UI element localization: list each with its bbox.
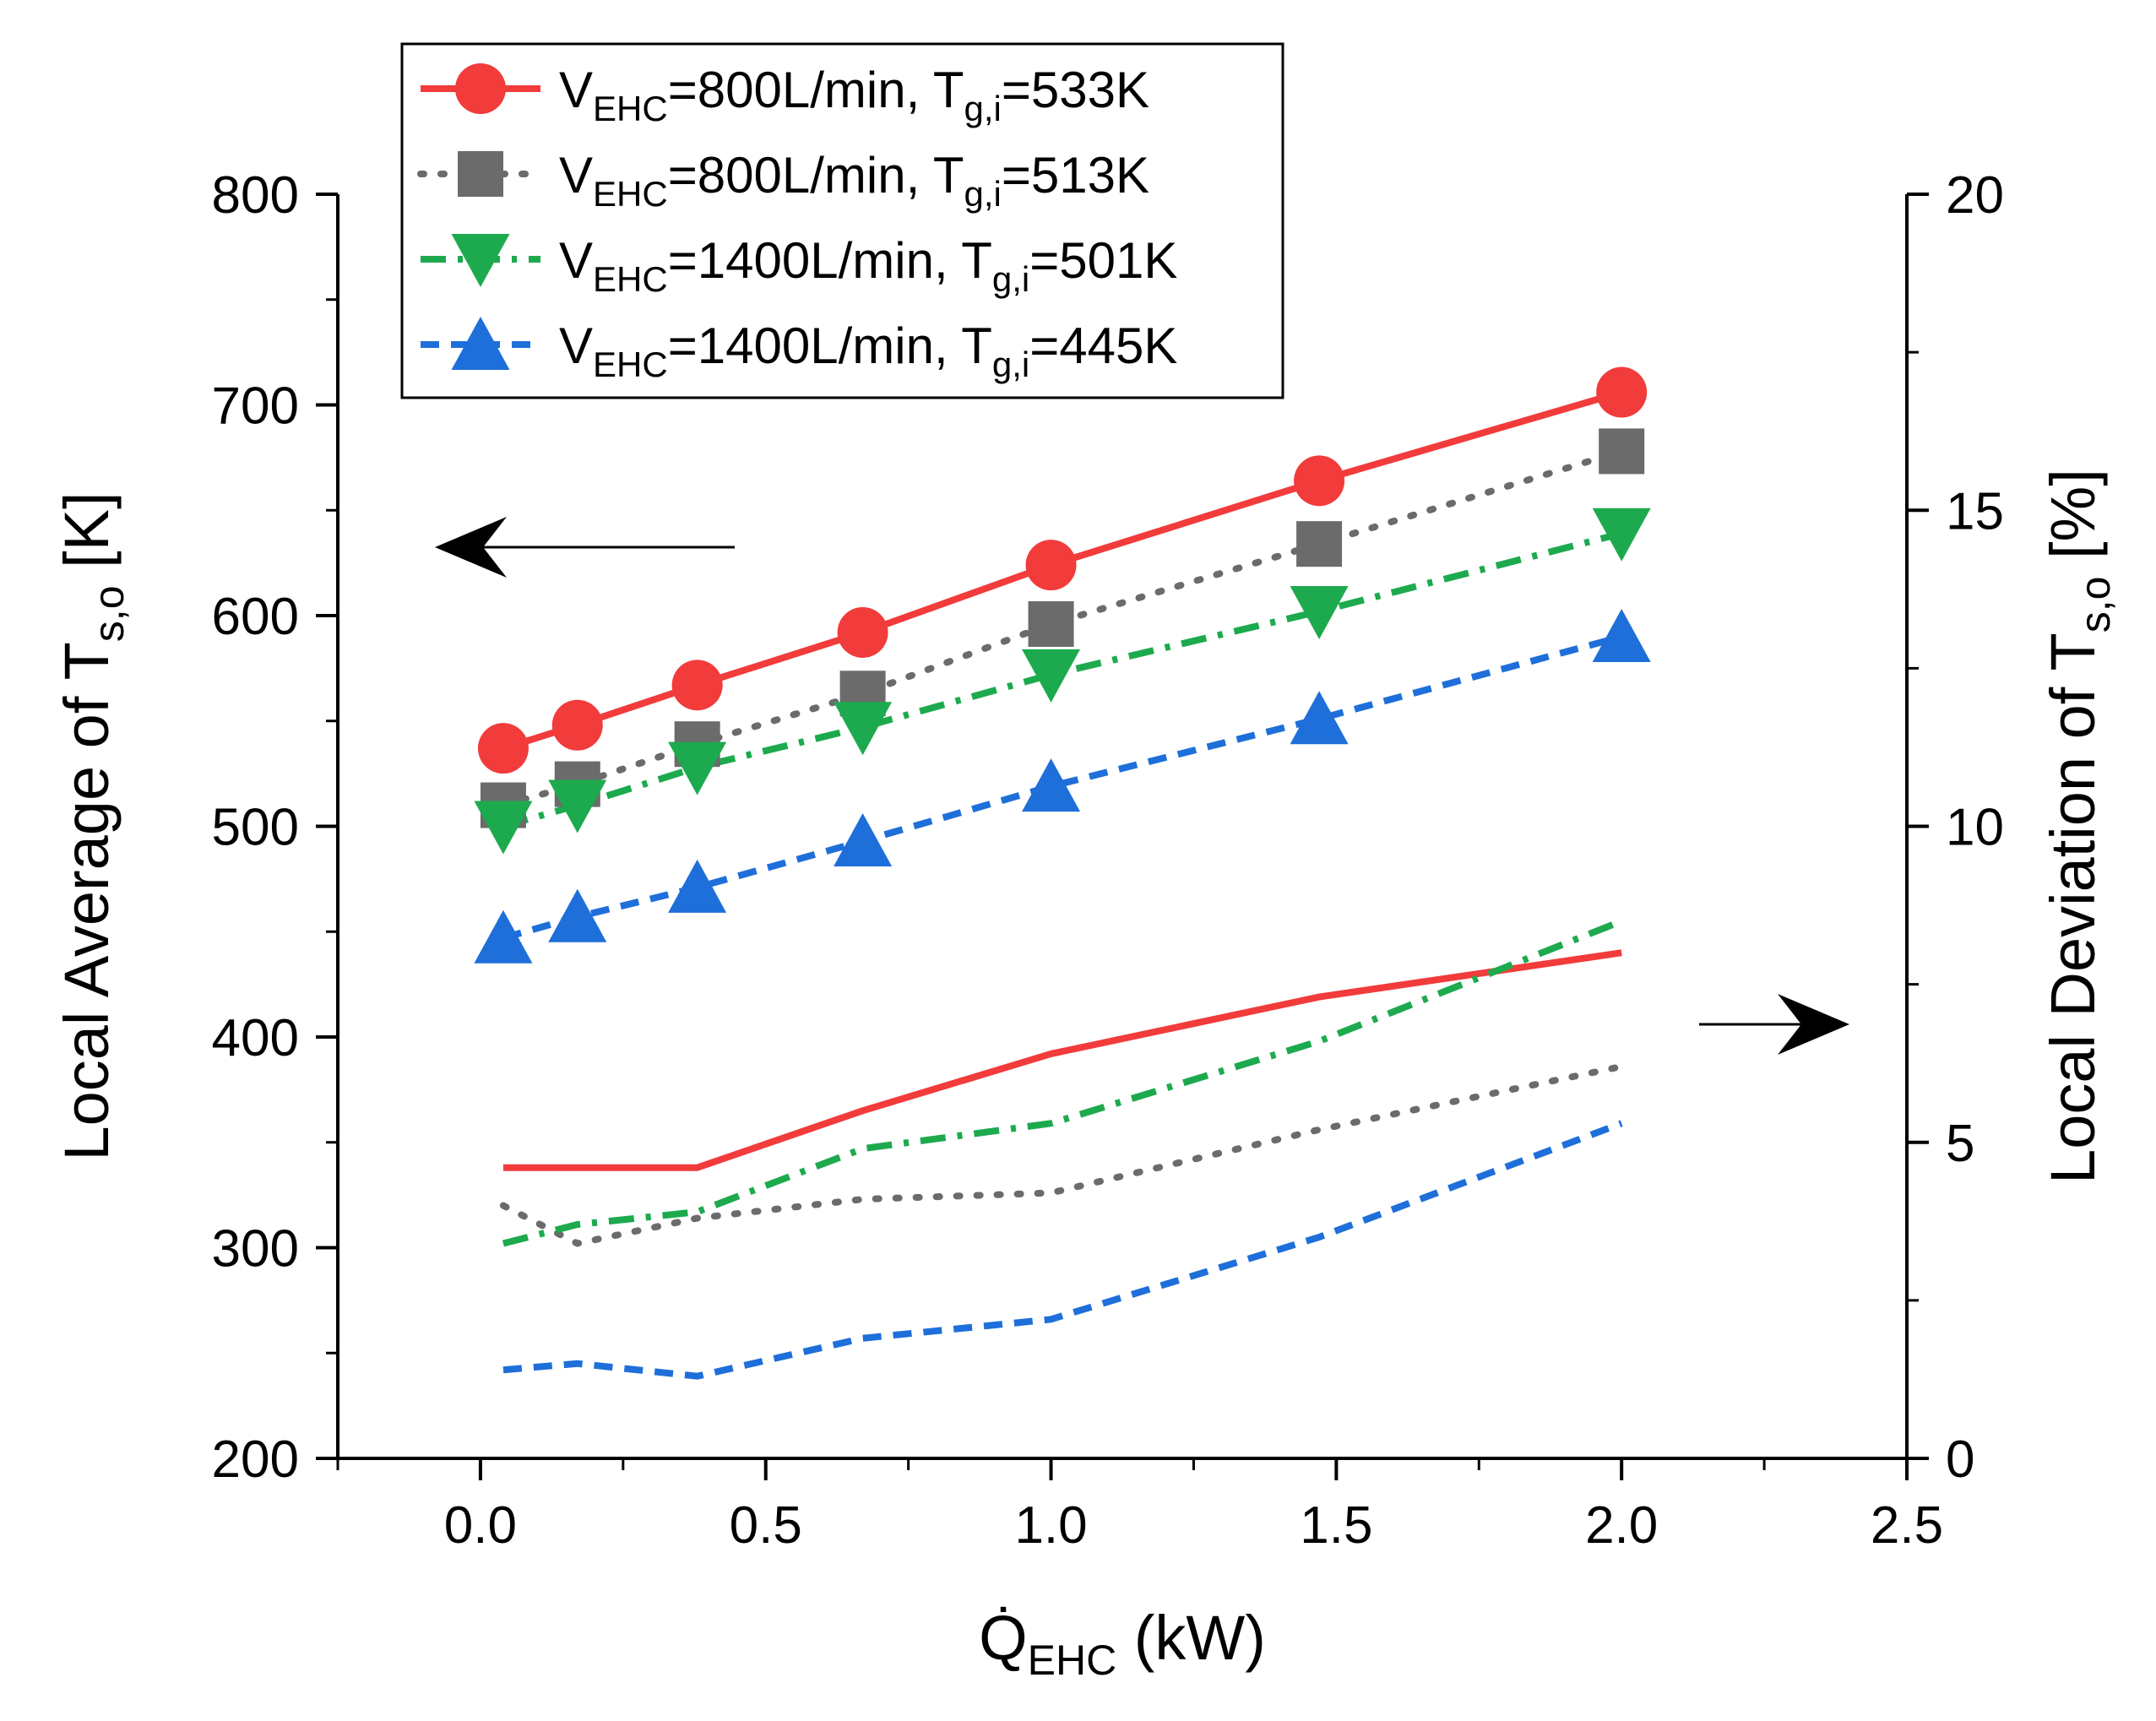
legend-label-series-1: VEHC=800L/min, Tg,i=533K (559, 62, 1149, 128)
deviation-line-series-3 (502, 918, 1623, 1247)
y-left-tick-label: 800 (212, 166, 299, 225)
average-point-series-3 (834, 702, 893, 756)
x-tick-label: 1.5 (1300, 1496, 1372, 1555)
legend-label-part: EHC (593, 259, 668, 299)
annotation-arrows (435, 517, 1849, 1055)
y-right-tick-label: 20 (1946, 166, 2004, 225)
y-right-axis-title-sub: s,o (2072, 577, 2119, 633)
legend-label-part: g,i (964, 89, 1002, 128)
y-left-axis-title: Local Average of Ts,o [K] (52, 491, 133, 1160)
legend-label-part: =533K (1002, 62, 1149, 118)
average-point-series-4 (668, 859, 727, 913)
average-point-series-2 (1028, 600, 1074, 647)
average-point-series-4 (1592, 608, 1651, 662)
y-right-tick-label: 0 (1946, 1431, 1974, 1489)
average-point-series-3 (1290, 586, 1349, 640)
deviation-line-series-1 (502, 949, 1622, 1171)
legend-label-part: =800L/min, T (668, 147, 964, 204)
average-point-series-1 (1596, 366, 1648, 418)
legend-label-part: EHC (593, 345, 668, 384)
arrow-right-head (1778, 994, 1849, 1055)
average-point-series-3 (474, 801, 533, 855)
y-left-tick-label: 700 (212, 377, 299, 436)
legend-label-series-2: VEHC=800L/min, Tg,i=513K (559, 147, 1149, 214)
y-left-tick-label: 500 (212, 799, 299, 857)
average-point-series-3 (668, 741, 727, 795)
average-point-series-2 (1599, 428, 1645, 475)
axis-ticks (316, 193, 1929, 1480)
y-left-axis-title-main: Local Average of T (52, 642, 122, 1160)
y-right-tick-label: 10 (1946, 799, 2004, 857)
legend-marker-series-3 (451, 234, 510, 287)
legend-label-series-4: VEHC=1400L/min, Tg,i=445K (559, 318, 1177, 384)
average-point-series-4 (1290, 691, 1349, 745)
legend-label-part: g,i (992, 345, 1029, 384)
deviation-line-series-2 (499, 1062, 1626, 1247)
average-point-series-1 (671, 660, 723, 711)
average-point-series-3 (1592, 508, 1651, 562)
legend-label-part: =513K (1002, 147, 1149, 204)
legend-label-part: =445K (1029, 318, 1177, 374)
average-point-series-4 (1022, 758, 1081, 812)
deviation-line-series-4 (502, 1120, 1623, 1380)
x-tick-label: 2.0 (1585, 1496, 1658, 1555)
y-left-tick-label: 300 (212, 1220, 299, 1279)
y-right-axis-title: Local Deviation of Ts,o [%] (2038, 469, 2119, 1184)
tick-labels: 0.0 0.5 1.0 1.5 2.0 2.5 200 300 400 500 600 700 800 0… (212, 166, 2004, 1555)
legend-label-series-3: VEHC=1400L/min, Tg,i=501K (559, 232, 1177, 299)
legend-label-part: V (559, 232, 593, 289)
average-markers-group (474, 366, 1651, 964)
average-point-series-3 (548, 779, 607, 833)
legend-label-part: g,i (992, 259, 1029, 299)
x-tick-label: 0.5 (730, 1496, 802, 1555)
y-left-axis-title-tail: [K] (52, 491, 122, 585)
average-point-series-4 (474, 909, 533, 964)
average-point-series-1 (1294, 455, 1345, 507)
average-point-series-1 (1025, 540, 1077, 591)
x-axis-title-sub: EHC (1028, 1637, 1117, 1684)
axis-titles: Q̇EHC (kW)Local Average of Ts,o [K]Local… (52, 469, 2119, 1684)
x-tick-label: 2.5 (1871, 1496, 1943, 1555)
legend-label-part: =800L/min, T (668, 62, 964, 118)
legend-marker-series-2 (458, 151, 503, 197)
x-axis-title: Q̇EHC (kW) (979, 1603, 1266, 1684)
x-axis-title-main: Q̇ (979, 1603, 1028, 1673)
y-right-tick-label: 15 (1946, 482, 2004, 540)
y-left-tick-label: 400 (212, 1009, 299, 1067)
average-point-series-1 (477, 723, 529, 774)
legend-label-part: V (559, 147, 593, 204)
y-right-axis-title-tail: [%] (2038, 469, 2108, 576)
average-point-series-4 (548, 888, 607, 942)
x-axis-title-tail: (kW) (1116, 1603, 1266, 1673)
arrow-left-head (435, 517, 507, 578)
legend-label-part: =1400L/min, T (668, 318, 992, 374)
y-left-axis-title-sub: s,o (85, 585, 133, 642)
legend-label-part: V (559, 318, 593, 374)
deviation-series-group (499, 918, 1626, 1380)
legend-label-part: EHC (593, 174, 668, 214)
x-tick-label: 1.0 (1014, 1496, 1087, 1555)
legend-label-part: =1400L/min, T (668, 232, 992, 289)
y-left-tick-label: 600 (212, 588, 299, 646)
average-point-series-3 (1022, 649, 1081, 703)
average-point-series-2 (1296, 521, 1343, 567)
average-point-series-1 (837, 606, 888, 658)
legend-marker-series-1 (455, 63, 506, 114)
legend-label-part: EHC (593, 89, 668, 128)
average-point-series-1 (551, 699, 603, 751)
y-right-tick-label: 5 (1946, 1115, 1974, 1173)
legend-label-part: g,i (964, 174, 1002, 214)
average-point-series-4 (834, 812, 893, 866)
legend-label-part: V (559, 62, 593, 118)
y-left-tick-label: 200 (212, 1431, 299, 1489)
x-tick-label: 0.0 (444, 1496, 517, 1555)
legend-marker-series-4 (451, 317, 510, 370)
y-right-axis-title-main: Local Deviation of T (2038, 632, 2108, 1184)
legend-label-part: =501K (1029, 232, 1177, 289)
legend-box (400, 42, 1284, 399)
